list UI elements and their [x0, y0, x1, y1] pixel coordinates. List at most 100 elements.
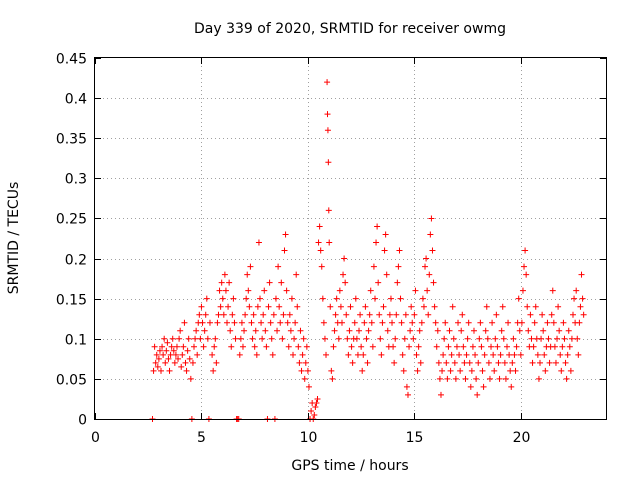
- data-point: [379, 319, 386, 326]
- data-point: [408, 303, 415, 310]
- data-point: [199, 319, 206, 326]
- data-point: [566, 343, 573, 350]
- data-point: [344, 335, 351, 342]
- plot-frame: [94, 57, 607, 420]
- data-point: [464, 335, 471, 342]
- data-point: [260, 311, 267, 318]
- data-point: [210, 367, 217, 374]
- data-point: [320, 319, 327, 326]
- x-tick-label: 20: [513, 430, 531, 446]
- data-point: [467, 383, 474, 390]
- data-point: [392, 335, 399, 342]
- data-point: [197, 335, 204, 342]
- data-point: [230, 295, 237, 302]
- data-point: [219, 295, 226, 302]
- data-point: [475, 359, 482, 366]
- data-point: [268, 335, 275, 342]
- data-point: [368, 319, 375, 326]
- data-point: [409, 319, 416, 326]
- data-point: [175, 355, 182, 362]
- data-point: [324, 79, 331, 86]
- data-point: [180, 343, 187, 350]
- data-point: [505, 319, 512, 326]
- data-point: [269, 351, 276, 358]
- data-point: [152, 359, 159, 366]
- data-point: [318, 263, 325, 270]
- data-point: [351, 319, 358, 326]
- data-point: [191, 343, 198, 350]
- data-point: [477, 319, 484, 326]
- data-point: [447, 367, 454, 374]
- data-point: [493, 311, 500, 318]
- data-point: [378, 351, 385, 358]
- data-point: [580, 311, 587, 318]
- data-point: [401, 335, 408, 342]
- data-point: [242, 311, 249, 318]
- data-point: [267, 319, 274, 326]
- data-point: [410, 335, 417, 342]
- data-point: [491, 367, 498, 374]
- data-point: [382, 231, 389, 238]
- data-point: [530, 343, 537, 350]
- data-point: [398, 319, 405, 326]
- data-point: [201, 327, 208, 334]
- data-point: [432, 319, 439, 326]
- data-point: [342, 279, 349, 286]
- data-point: [400, 367, 407, 374]
- data-point: [326, 239, 333, 246]
- data-point: [420, 303, 427, 310]
- data-point: [460, 343, 467, 350]
- data-point: [291, 335, 298, 342]
- data-point: [169, 335, 176, 342]
- data-point: [288, 295, 295, 302]
- data-point: [544, 319, 551, 326]
- data-point: [509, 359, 516, 366]
- data-point: [542, 367, 549, 374]
- data-point: [338, 319, 345, 326]
- data-point: [293, 271, 300, 278]
- data-point: [510, 335, 517, 342]
- data-point: [556, 327, 563, 334]
- data-point: [186, 355, 193, 362]
- data-point: [214, 319, 221, 326]
- data-point: [423, 255, 430, 262]
- data-point: [414, 367, 421, 374]
- data-point: [237, 335, 244, 342]
- data-point: [529, 359, 536, 366]
- data-point: [247, 263, 254, 270]
- data-point: [395, 263, 402, 270]
- data-point: [329, 375, 336, 382]
- data-point: [528, 335, 535, 342]
- data-point: [532, 303, 539, 310]
- data-point: [494, 343, 501, 350]
- axis-ticks: [95, 58, 606, 420]
- data-point: [527, 311, 534, 318]
- data-point: [469, 343, 476, 350]
- data-point: [429, 247, 436, 254]
- data-point: [354, 351, 361, 358]
- data-point: [226, 279, 233, 286]
- data-point: [394, 279, 401, 286]
- data-point: [292, 319, 299, 326]
- y-tick-label: 0.15: [56, 293, 87, 309]
- data-point: [178, 363, 185, 370]
- data-point: [323, 351, 330, 358]
- data-point: [183, 367, 190, 374]
- data-point: [228, 343, 235, 350]
- data-point: [557, 351, 564, 358]
- data-point: [508, 383, 515, 390]
- data-point: [495, 359, 502, 366]
- data-point: [374, 223, 381, 230]
- data-point: [486, 375, 493, 382]
- data-point: [574, 335, 581, 342]
- data-point: [396, 247, 403, 254]
- data-point: [377, 335, 384, 342]
- data-point: [324, 111, 331, 118]
- data-point: [325, 159, 332, 166]
- data-point: [522, 247, 529, 254]
- data-point: [439, 367, 446, 374]
- data-point: [519, 287, 526, 294]
- data-point: [245, 287, 252, 294]
- data-point: [213, 359, 220, 366]
- data-point: [541, 351, 548, 358]
